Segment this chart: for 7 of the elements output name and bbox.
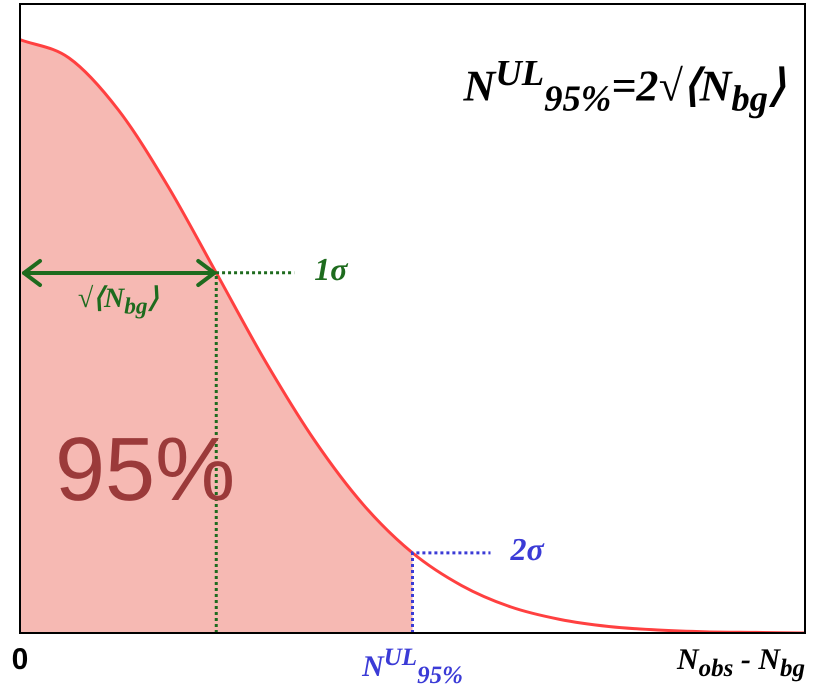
annotation: 95%	[55, 420, 236, 520]
annotation: √⟨N$_{bg}$⟩	[78, 282, 159, 320]
ref-line-label: 2σ	[510, 530, 544, 567]
text: 0	[12, 643, 28, 676]
annotation: N$^{UL}$$_{95%}$=2√⟨N$_{bg}$⟩	[463, 52, 785, 118]
x-axis-title: N$_{obs}$ - N$_{bg}$	[676, 643, 805, 682]
ref-line-label: 1σ	[314, 250, 348, 287]
